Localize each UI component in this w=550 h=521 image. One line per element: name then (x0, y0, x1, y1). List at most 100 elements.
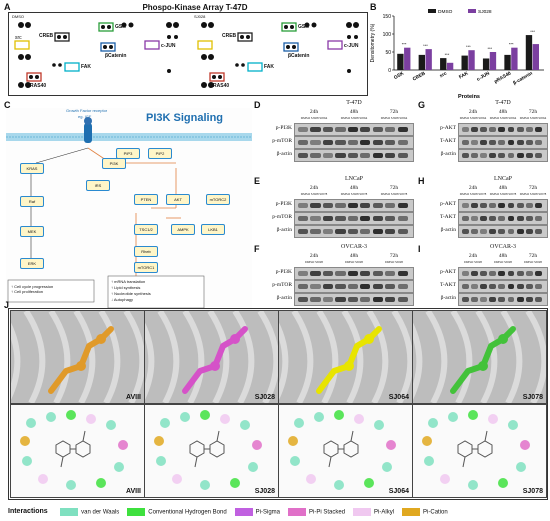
blot-band (489, 127, 497, 132)
pathway-node-mek: MEK (20, 226, 44, 237)
blot-h-time-24h: 24h (468, 185, 478, 191)
blot-band (322, 229, 334, 234)
x-category-label: src (439, 70, 449, 79)
legend-title: Interactions (8, 508, 48, 516)
blot-band (525, 203, 533, 208)
panel-h-letter: H (418, 176, 425, 186)
blot-i-membrane (458, 267, 548, 280)
blot-band (385, 140, 396, 145)
blot-band (360, 203, 371, 208)
blot-g-row-label: β-actin (440, 151, 456, 157)
blot-band (322, 271, 334, 276)
bar-dmso-3 (461, 55, 468, 70)
blot-band (372, 229, 383, 234)
pathway-node-pip2: PIP2 (148, 148, 172, 159)
blot-h-row-label: T-AKT (440, 214, 456, 220)
blot-band (335, 140, 346, 145)
blot-g-time-24h: 24h (468, 109, 478, 115)
blot-f-time-72h: 72h (389, 253, 399, 259)
legend-item: Pi-Sigma (234, 507, 280, 516)
outcome-2-line-3: ↑ Nucleotide synthesis (111, 291, 151, 296)
blot-band (471, 297, 478, 302)
blot-band (360, 297, 371, 302)
blot-band (462, 140, 469, 145)
blot-h-time-72h: 72h (528, 185, 538, 191)
outcome-2-line-2: ↑ Lipid synthesis (111, 285, 141, 290)
legend-swatch (234, 507, 253, 516)
blot-band (489, 271, 497, 276)
blot-band (489, 140, 497, 145)
label-fak-left: FAK (81, 64, 91, 70)
blot-d-row-label: p-mTOR (272, 138, 292, 144)
blot-band (310, 229, 321, 234)
blot-band (322, 140, 334, 145)
blot-i-row-label: T-AKT (440, 282, 456, 288)
blot-d-cell-line: T-47D (346, 100, 362, 106)
blot-band (322, 203, 334, 208)
blot-band (397, 229, 408, 234)
blot-g-time-72h: 72h (528, 109, 538, 115)
blot-i-membrane (458, 280, 548, 293)
outcome-box-1: ↑ Cell cycle progression ↑ Cell prolifer… (11, 284, 53, 294)
panel-e-letter: E (254, 176, 261, 186)
blot-band (385, 127, 396, 132)
legend-swatch (288, 507, 307, 516)
blot-band (310, 297, 321, 302)
bar-dmso-6 (525, 35, 533, 70)
blot-e-row-label: p-mTOR (272, 214, 292, 220)
panel-f-letter: F (254, 244, 260, 254)
blot-band (516, 140, 524, 145)
receptor-label: Growth Factor receptor (66, 108, 108, 113)
pathway-node-irs: IRS (86, 180, 110, 191)
interactions-legend: Interactions van der Waals Conventional H… (8, 503, 548, 517)
docking-3d-aviii: AVIII (10, 310, 145, 404)
blot-band (507, 153, 515, 158)
docking-2d-sj028-label: SJ028 (254, 488, 275, 495)
blot-f-lanes: DMSO SJ028 (305, 260, 323, 264)
pathway-node-mtorc1: mTORC1 (134, 262, 158, 273)
blot-band (498, 216, 506, 221)
legend-label-sj028: SJ028 (478, 9, 492, 15)
pathway-node-rheb: Rheb (134, 246, 158, 257)
docking-2d-aviii-label: AVIII (125, 488, 141, 495)
label-gsk-left: GSK (115, 24, 126, 30)
blot-band (471, 271, 478, 276)
blot-band (360, 229, 371, 234)
y-tick-label: 50 (385, 50, 391, 56)
blot-band (480, 203, 488, 208)
blot-band (480, 297, 488, 302)
blot-band (534, 297, 542, 302)
blot-band (462, 127, 469, 132)
blot-band (372, 271, 383, 276)
docking-2d-sj064-label: SJ064 (388, 488, 409, 495)
significance-mark: *** (423, 43, 428, 48)
blot-band (480, 284, 488, 289)
label-pras40-right: pRAS40 (210, 83, 230, 89)
blot-g-membrane (458, 123, 548, 136)
blot-band (347, 216, 358, 221)
blot-f-lanes: DMSO SJ028 (345, 260, 363, 264)
pathway-diagram: PI3K Signaling Growth Factor receptor eg… (6, 108, 252, 310)
blot-f-membrane (294, 293, 414, 306)
blot-f-cell-line: OVCAR-3 (340, 244, 367, 250)
docking-3d-aviii-graphic (11, 311, 144, 403)
x-category-label: CREB (412, 70, 427, 82)
docking-3d-sj078-graphic (413, 311, 546, 403)
y-tick-label: 150 (383, 14, 392, 20)
blot-band (335, 229, 346, 234)
label-src-left: src (15, 35, 22, 41)
blot-band (360, 271, 371, 276)
legend-item: Pi-Alkyl (353, 507, 394, 516)
legend-label: Pi-Cation (423, 509, 448, 516)
blot-h-row-label: β-actin (440, 227, 456, 233)
blot-f-membrane (294, 267, 414, 280)
legend-item: Pi-Cation (402, 507, 448, 516)
blot-band (534, 216, 542, 221)
blot-band (534, 127, 542, 132)
bar-dmso-0 (397, 53, 404, 70)
docking-2d-sj028: SJ028 (144, 404, 279, 498)
blot-band (385, 229, 396, 234)
blot-g-membrane (458, 136, 548, 149)
blot-band (397, 140, 408, 145)
blot-band (298, 297, 309, 302)
